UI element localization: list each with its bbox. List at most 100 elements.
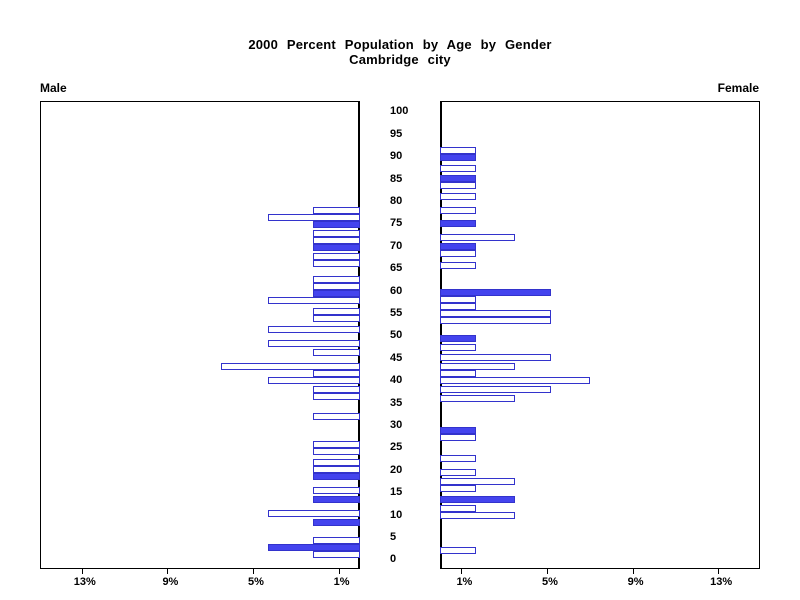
age-label-25: 25 <box>390 441 403 454</box>
bar-male-age-27 <box>312 440 360 448</box>
female-tick-5pct <box>547 569 548 574</box>
bar-male-age-59 <box>267 296 360 304</box>
male-tick-label-9pct: 9% <box>162 576 179 588</box>
bar-female-age-4 <box>440 546 477 554</box>
bar-female-age-59 <box>440 296 477 304</box>
age-label-40: 40 <box>390 374 403 387</box>
bar-female-age-69 <box>440 250 477 258</box>
bar-male-age-12 <box>267 509 360 517</box>
bar-female-age-60 <box>440 289 552 297</box>
bar-male-age-75 <box>312 220 360 228</box>
female-tick-label-9pct: 9% <box>627 576 644 588</box>
bar-female-age-24 <box>440 454 477 462</box>
male-zero-axis-line <box>358 101 360 569</box>
bar-male-age-38 <box>312 392 360 400</box>
female-tick-13pct <box>718 569 720 574</box>
bar-female-age-90 <box>440 153 477 161</box>
bar-female-age-72 <box>440 234 515 242</box>
age-label-70: 70 <box>390 239 403 252</box>
bar-male-age-17 <box>312 486 360 494</box>
bar-female-age-48 <box>440 344 477 352</box>
bar-female-age-13 <box>440 505 477 513</box>
age-label-50: 50 <box>390 329 403 342</box>
age-label-80: 80 <box>390 194 403 207</box>
bar-male-age-4 <box>312 551 360 559</box>
bar-male-age-70 <box>312 243 360 251</box>
bar-male-age-49 <box>267 339 360 347</box>
age-label-90: 90 <box>390 150 403 163</box>
bar-female-age-56 <box>440 310 552 318</box>
age-label-100: 100 <box>390 105 409 118</box>
bar-female-age-30 <box>440 427 477 435</box>
bar-male-age-26 <box>312 447 360 455</box>
bar-female-age-87 <box>440 165 477 173</box>
bar-male-age-55 <box>312 314 360 322</box>
age-label-30: 30 <box>390 418 403 431</box>
age-label-35: 35 <box>390 396 403 409</box>
bar-male-age-78 <box>312 206 360 214</box>
bar-female-age-12 <box>440 512 515 520</box>
bar-male-age-39 <box>312 385 360 393</box>
bar-female-age-50 <box>440 335 477 343</box>
bar-male-age-68 <box>312 252 360 260</box>
age-label-0: 0 <box>390 553 397 566</box>
bar-female-age-85 <box>440 174 477 182</box>
bar-male-age-60 <box>312 289 360 297</box>
age-label-55: 55 <box>390 306 403 319</box>
bar-female-age-19 <box>440 477 515 485</box>
bar-female-age-21 <box>440 468 477 476</box>
bar-female-age-66 <box>440 261 477 269</box>
bar-male-age-72 <box>312 236 360 244</box>
age-label-10: 10 <box>390 508 403 521</box>
bar-male-age-23 <box>312 459 360 467</box>
age-label-95: 95 <box>390 127 403 140</box>
male-tick-label-13pct: 13% <box>73 576 96 588</box>
age-label-15: 15 <box>390 486 403 499</box>
bar-female-age-18 <box>440 484 477 492</box>
bar-male-age-15 <box>312 496 360 504</box>
bar-female-age-70 <box>440 243 477 251</box>
bar-male-age-20 <box>312 473 360 481</box>
age-label-65: 65 <box>390 262 403 275</box>
male-tick-9pct <box>167 569 169 574</box>
male-side-label: Male <box>40 81 67 95</box>
bar-male-age-62 <box>312 282 360 290</box>
female-tick-9pct <box>632 569 634 574</box>
bar-male-age-22 <box>312 466 360 474</box>
bar-male-age-44 <box>220 362 360 370</box>
bar-female-age-58 <box>440 303 477 311</box>
bar-female-age-84 <box>440 181 477 189</box>
bar-female-age-39 <box>440 385 552 393</box>
bar-male-age-77 <box>267 213 360 221</box>
chart-title-line2: Cambridge city <box>349 52 451 67</box>
bar-female-age-91 <box>440 146 477 154</box>
bar-male-age-43 <box>312 369 360 377</box>
male-tick-1pct <box>338 569 340 574</box>
bar-male-age-33 <box>312 413 360 421</box>
bar-female-age-37 <box>440 395 515 403</box>
male-tick-label-5pct: 5% <box>248 576 264 588</box>
female-tick-label-1pct: 1% <box>456 576 473 588</box>
female-tick-1pct <box>461 569 463 574</box>
bar-female-age-54 <box>440 317 552 325</box>
age-label-45: 45 <box>390 351 403 364</box>
female-tick-label-13pct: 13% <box>710 576 733 588</box>
age-label-20: 20 <box>390 463 403 476</box>
bar-female-age-41 <box>440 376 590 384</box>
bar-male-age-56 <box>312 307 360 315</box>
age-label-85: 85 <box>390 172 403 185</box>
bar-male-age-5 <box>267 544 360 552</box>
age-label-5: 5 <box>390 530 397 543</box>
female-zero-axis-line <box>440 101 442 569</box>
bar-male-age-10 <box>312 519 360 527</box>
bar-female-age-43 <box>440 369 477 377</box>
bar-female-age-78 <box>440 206 477 214</box>
bar-female-age-75 <box>440 220 477 228</box>
age-label-75: 75 <box>390 217 403 230</box>
bar-male-age-47 <box>312 349 360 357</box>
male-tick-5pct <box>253 569 254 574</box>
bar-male-age-63 <box>312 275 360 283</box>
female-tick-label-5pct: 5% <box>542 576 558 588</box>
bar-male-age-6 <box>312 537 360 545</box>
